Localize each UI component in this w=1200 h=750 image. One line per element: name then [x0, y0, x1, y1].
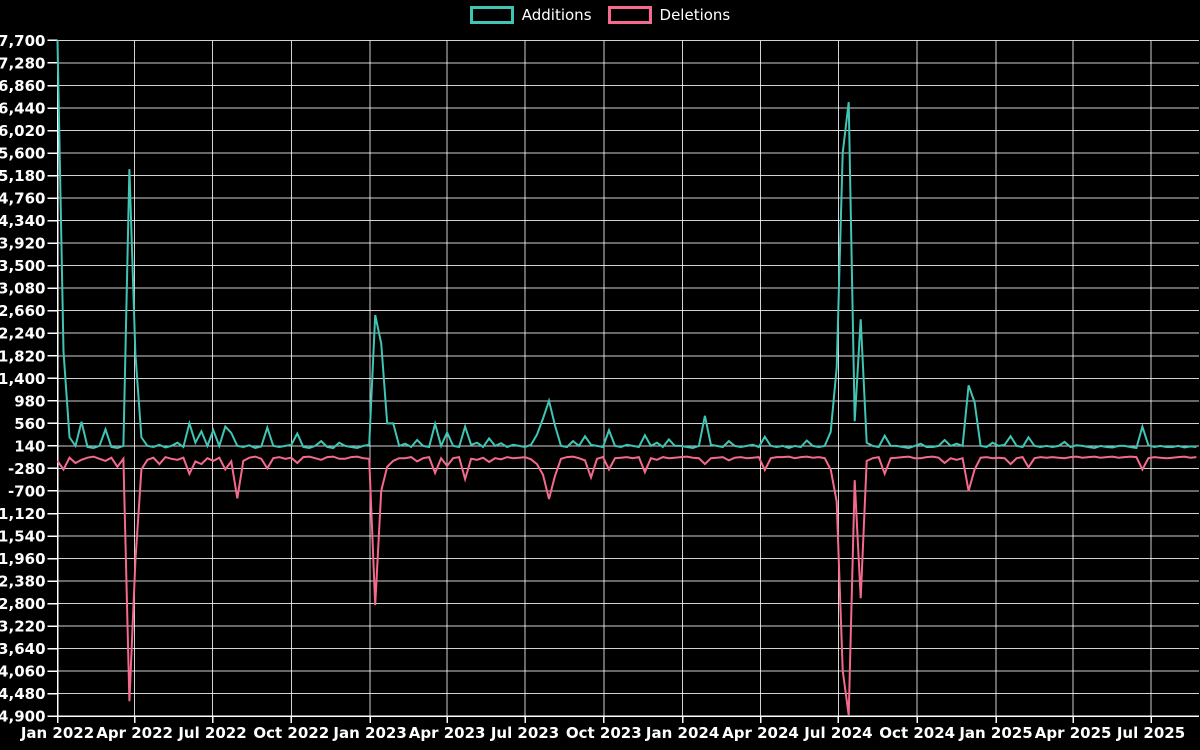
x-tick-label: Oct 2022 — [253, 724, 329, 742]
additions-line — [56, 40, 1197, 450]
x-tick-label: Oct 2023 — [566, 724, 642, 742]
y-tick-label: 4,340 — [0, 212, 46, 230]
y-tick-label: 560 — [14, 415, 45, 433]
data-series — [56, 40, 1197, 716]
x-tick-label: Jan 2024 — [645, 724, 719, 742]
additions-swatch — [469, 6, 514, 24]
y-tick-label: 6,440 — [0, 100, 46, 118]
x-tick-label: Jul 2023 — [490, 724, 559, 742]
x-tick-label: Oct 2024 — [879, 724, 955, 742]
y-tick-label: 7,700 — [0, 32, 46, 50]
y-tick-label: 6,860 — [0, 77, 46, 95]
y-tick-label: 2,660 — [0, 302, 46, 320]
y-tick-label: -3,640 — [0, 640, 46, 658]
y-tick-label: 6,020 — [0, 122, 46, 140]
y-tick-label: -2,380 — [0, 573, 46, 591]
additions-legend-label: Additions — [521, 6, 592, 24]
y-tick-label: -1,540 — [0, 528, 46, 546]
y-tick-label: -700 — [8, 482, 46, 500]
y-tick-label: 3,080 — [0, 280, 46, 298]
y-tick-label: 980 — [14, 392, 45, 410]
x-tick-label: Apr 2023 — [409, 724, 486, 742]
x-tick-label: Jul 2022 — [177, 724, 246, 742]
y-tick-label: -4,480 — [0, 685, 46, 703]
y-tick-label: -1,960 — [0, 550, 46, 568]
y-tick-label: 3,500 — [0, 257, 46, 275]
y-tick-label: 7,280 — [0, 54, 46, 72]
x-tick-label: Apr 2025 — [1035, 724, 1112, 742]
axis-labels: 7,700 7,280 6,860 6,440 6,020 5,600 5,180 4,760… — [0, 32, 1185, 742]
x-tick-label: Jul 2025 — [1116, 724, 1185, 742]
axes — [47, 39, 1199, 724]
y-tick-label: -4,060 — [0, 663, 46, 681]
x-tick-label: Apr 2024 — [722, 724, 799, 742]
y-tick-label: 5,600 — [0, 145, 46, 163]
y-tick-label: -280 — [8, 460, 46, 478]
y-tick-label: -3,220 — [0, 618, 46, 636]
y-tick-label: 140 — [14, 437, 45, 455]
deletions-legend-label: Deletions — [659, 6, 731, 24]
legend-item-additions[interactable]: Additions — [469, 6, 592, 24]
deletions-swatch — [607, 6, 652, 24]
y-tick-label: 3,920 — [0, 235, 46, 253]
x-tick-label: Apr 2022 — [96, 724, 173, 742]
y-tick-label: 1,400 — [0, 370, 46, 388]
x-tick-label: Jan 2023 — [332, 724, 406, 742]
x-tick-label: Jan 2022 — [20, 724, 94, 742]
y-tick-label: 1,820 — [0, 347, 46, 365]
grid-lines — [57, 39, 1199, 717]
legend-item-deletions[interactable]: Deletions — [607, 6, 731, 24]
y-tick-label: 4,760 — [0, 190, 46, 208]
x-tick-label: Jan 2025 — [958, 724, 1032, 742]
y-tick-label: 5,180 — [0, 167, 46, 185]
legend: Additions Deletions — [0, 6, 1200, 24]
y-tick-label: 2,240 — [0, 325, 46, 343]
y-tick-label: -4,900 — [0, 708, 46, 726]
y-tick-label: -1,120 — [0, 505, 46, 523]
x-tick-label: Jul 2024 — [803, 724, 872, 742]
y-tick-label: -2,800 — [0, 595, 46, 613]
deletions-line — [56, 455, 1197, 716]
